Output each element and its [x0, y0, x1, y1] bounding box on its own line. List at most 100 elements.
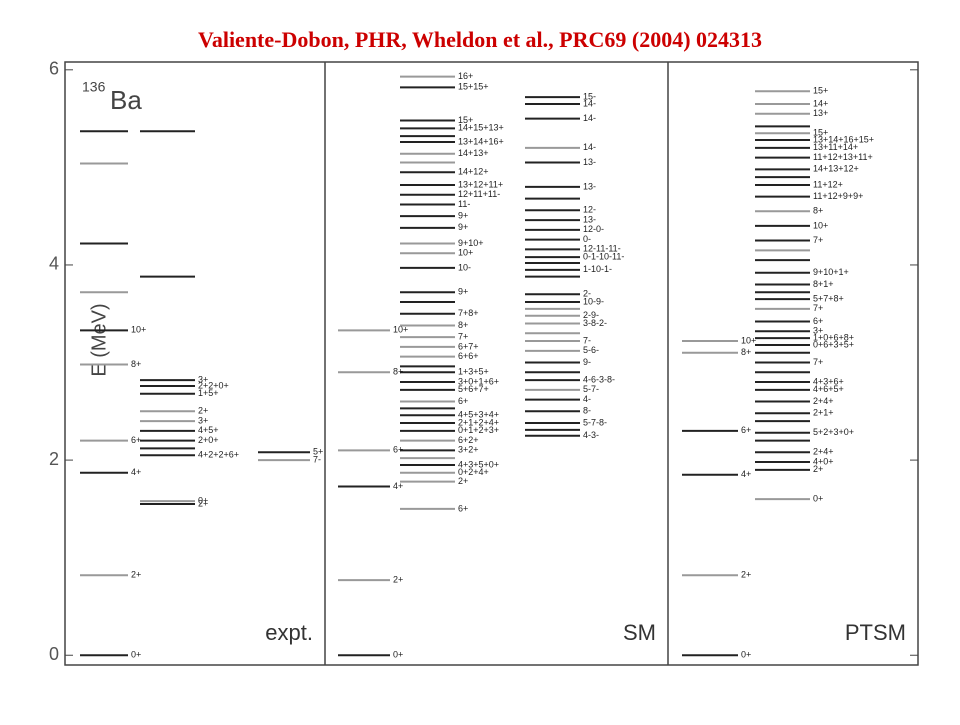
level-label: 14- — [583, 98, 596, 108]
level-label: 12-11-11- — [583, 244, 621, 254]
level-label: 4+ — [741, 469, 751, 479]
level-label: 15- — [583, 92, 596, 102]
level-label: 4+5+3+4+ — [458, 410, 499, 420]
level-label: 2+1+2+4+ — [458, 417, 499, 427]
level-label: 3+ — [198, 415, 208, 425]
level-label: 5+7+8+ — [813, 293, 844, 303]
level-label: 0+ — [393, 650, 403, 660]
level-label: 6+2+ — [458, 435, 479, 445]
level-label: 15+ — [813, 128, 828, 138]
level-label: 10- — [458, 262, 471, 272]
level-label: 13+14+16+ — [458, 136, 504, 146]
nucleus-symbol: Ba — [110, 85, 142, 115]
level-label: 1+3+5+ — [458, 367, 489, 377]
level-label: 0- — [583, 234, 591, 244]
level-label: 7+ — [458, 332, 468, 342]
level-label: 2+1+ — [813, 408, 834, 418]
level-label: 3+2+ — [458, 445, 479, 455]
level-label: 11+12+13+11+ — [813, 152, 873, 162]
level-label: 10-9- — [583, 296, 604, 306]
level-label: 4+6+5+ — [813, 384, 844, 394]
level-label: 9+10+ — [458, 238, 484, 248]
level-label: 6+ — [741, 425, 751, 435]
level-label: 8+ — [813, 206, 823, 216]
level-label: 6+ — [131, 435, 141, 445]
level-label: 9+10+1+ — [813, 267, 849, 277]
level-label: 6+ — [458, 396, 468, 406]
level-label: 5+ — [313, 447, 323, 457]
level-label: 11- — [458, 199, 470, 209]
level-label: 8+ — [458, 320, 468, 330]
level-label: 13- — [583, 157, 596, 167]
level-label: 3+ — [198, 374, 208, 384]
level-label: 0+ — [198, 495, 208, 505]
level-label: 2+ — [131, 570, 141, 580]
level-label: 12-0- — [583, 224, 604, 234]
level-label: 7- — [583, 335, 591, 345]
level-label: 14+13+ — [458, 148, 489, 158]
level-label: 8+ — [131, 359, 141, 369]
level-label: 12- — [583, 205, 596, 215]
panel-label: expt. — [265, 620, 313, 645]
level-label: 14- — [583, 113, 596, 123]
level-label: 12+11+11- — [458, 189, 500, 199]
level-label: 13- — [583, 214, 596, 224]
level-label: 2+2+0+ — [198, 380, 229, 390]
level-label: 2+ — [198, 406, 208, 416]
y-tick-label: 6 — [49, 59, 59, 79]
panel-label: PTSM — [845, 620, 906, 645]
level-label: 0+ — [131, 650, 141, 660]
level-label: 8+ — [741, 347, 751, 357]
level-label: 6+ — [458, 503, 468, 513]
level-label: 9+ — [458, 211, 468, 221]
level-label: 4-6-3-8- — [583, 374, 615, 384]
level-label: 0-1-10-11- — [583, 252, 624, 262]
level-label: 5-7-8- — [583, 417, 607, 427]
level-label: 7+ — [813, 357, 823, 367]
level-label: 4-3- — [583, 430, 599, 440]
level-label: 11+12+9+9+ — [813, 191, 863, 201]
level-label: 4+5+ — [198, 425, 219, 435]
level-label: 5-7- — [583, 384, 599, 394]
level-label: 14- — [583, 142, 596, 152]
level-label: 14+13+12+ — [813, 164, 859, 174]
level-label: 3+0+1+6+ — [458, 376, 499, 386]
level-label: 10+ — [458, 248, 473, 258]
level-label: 11+12+ — [813, 179, 843, 189]
nucleus-mass: 136 — [82, 79, 106, 95]
y-tick-label: 4 — [49, 254, 59, 274]
level-label: 2+4+ — [813, 447, 834, 457]
level-label: 2+4+ — [813, 396, 834, 406]
level-label: 10+ — [393, 325, 408, 335]
y-axis-label: E (MeV) — [88, 303, 110, 376]
level-label: 4+0+ — [813, 456, 834, 466]
level-label: 13+14+16+15+ — [813, 134, 874, 144]
level-label: 0+ — [813, 494, 823, 504]
level-label: 15+ — [813, 86, 828, 96]
level-label: 6+7+ — [458, 341, 479, 351]
level-label: 5+2+3+0+ — [813, 427, 854, 437]
level-label: 7+ — [813, 235, 823, 245]
level-label: 4+3+5+0+ — [458, 459, 499, 469]
level-label: 1-10-1- — [583, 264, 612, 274]
level-label: 6+6+ — [458, 351, 479, 361]
level-label: 9- — [583, 357, 591, 367]
level-label: 0+2+4+ — [458, 467, 489, 477]
level-label: 14+ — [813, 98, 828, 108]
level-label: 16+ — [458, 71, 473, 81]
level-label: 0+1+2+3+ — [458, 425, 499, 435]
y-tick-label: 0 — [49, 644, 59, 664]
level-label: 8+1+ — [813, 279, 834, 289]
level-label: 2- — [583, 289, 591, 299]
level-label: 8+ — [393, 367, 403, 377]
level-label: 1+0+6+8+ — [813, 333, 854, 343]
level-label: 4- — [583, 394, 591, 404]
level-label: 14+12+ — [458, 167, 489, 177]
level-label: 3-8-2- — [583, 318, 607, 328]
level-label: 2+ — [393, 574, 403, 584]
level-label: 2+ — [198, 498, 208, 508]
level-label: 3+ — [813, 326, 823, 336]
level-label: 14+15+13+ — [458, 123, 504, 133]
